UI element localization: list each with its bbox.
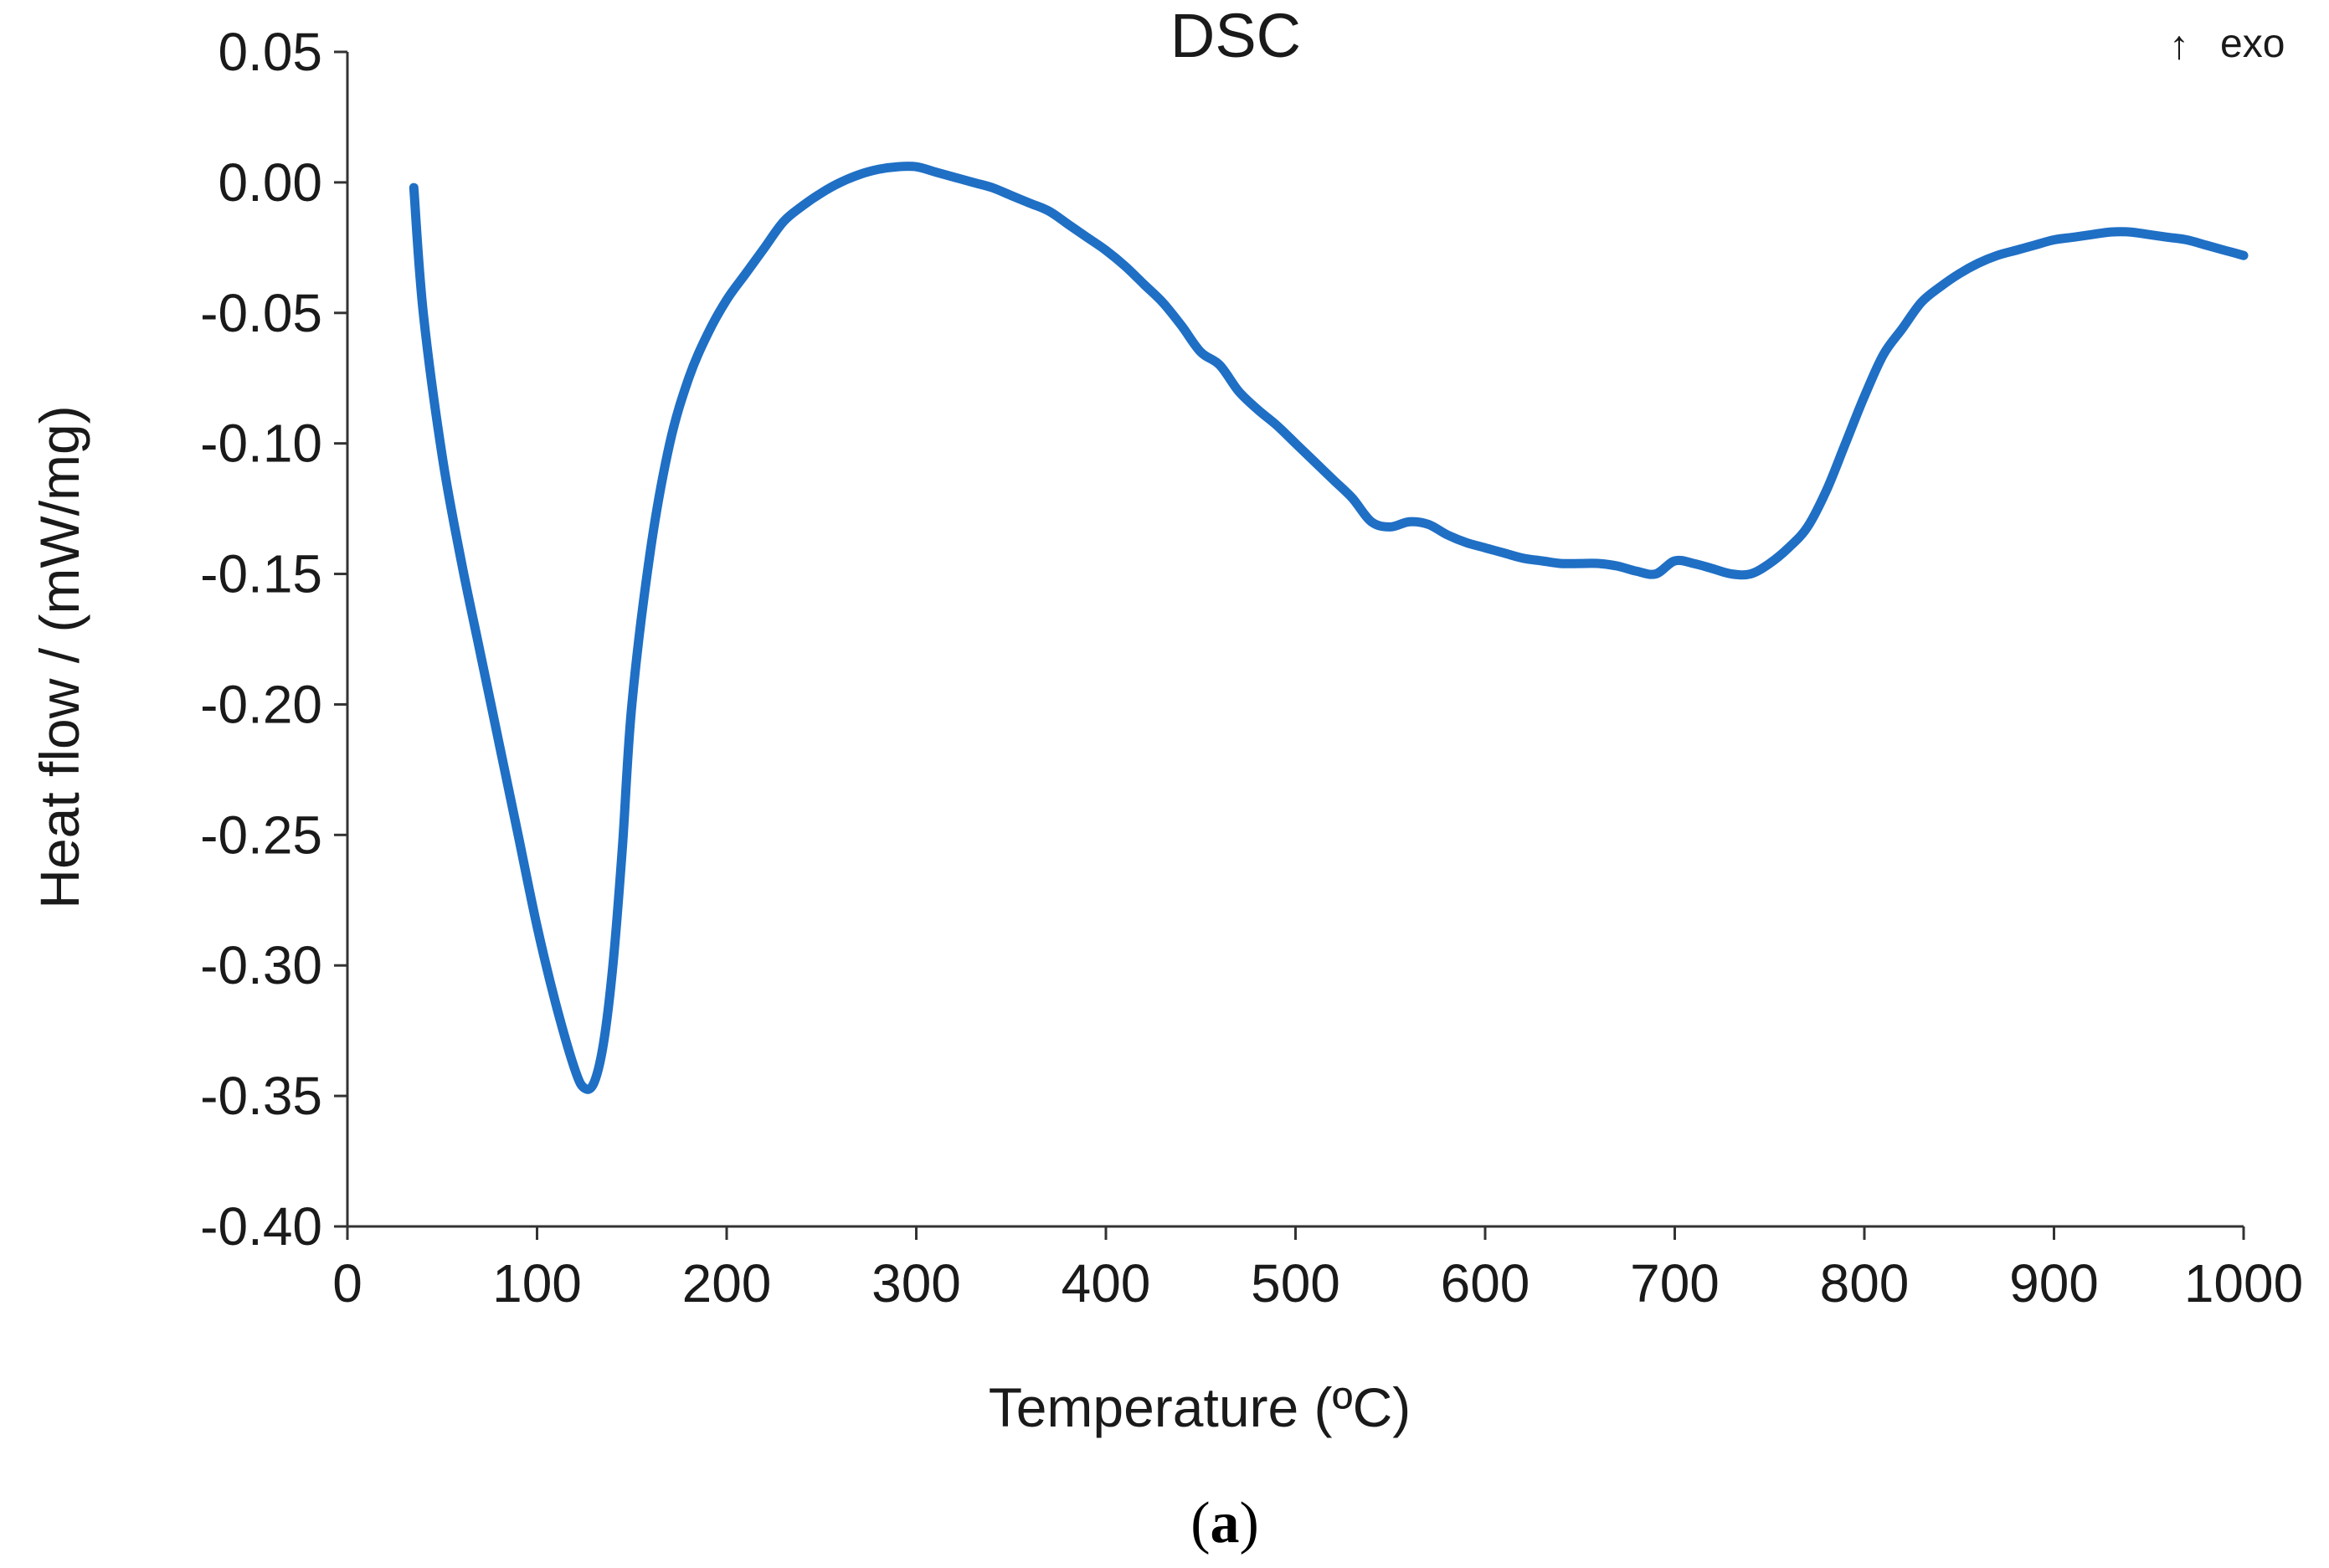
x-tick-label: 1000	[2184, 1253, 2303, 1314]
x-tick-label: 300	[871, 1253, 961, 1314]
x-tick-label: 100	[492, 1253, 582, 1314]
y-tick-label: -0.10	[200, 414, 322, 474]
x-tick-label: 600	[1441, 1253, 1530, 1314]
y-tick-label: -0.05	[200, 283, 322, 343]
x-tick-label: 200	[682, 1253, 772, 1314]
y-tick-label: -0.15	[200, 544, 322, 604]
y-tick-label: 0.05	[218, 22, 322, 82]
y-tick-label: 0.00	[218, 152, 322, 213]
x-tick-label: 800	[1820, 1253, 1910, 1314]
panel-label-close: )	[1240, 1491, 1259, 1555]
plot-area: 0.05 0.00 -0.05 -0.10 -0.15 -0.20 -0.25 -0.30 -0…	[200, 22, 2303, 1314]
panel-label: (a)	[1190, 1491, 1259, 1555]
x-tick-label: 0	[332, 1253, 362, 1314]
x-axis-title: Temperature (ºC)	[989, 1376, 1411, 1438]
x-tick-label: 900	[2009, 1253, 2099, 1314]
x-tick-label: 400	[1062, 1253, 1151, 1314]
chart-title: DSC	[1170, 1, 1301, 70]
y-tick-label: -0.30	[200, 935, 322, 995]
panel-label-open: (	[1190, 1491, 1210, 1555]
y-tick-label: -0.20	[200, 674, 322, 734]
y-tick-label: -0.25	[200, 805, 322, 865]
y-tick-label: -0.35	[200, 1066, 322, 1126]
y-axis-title: Heat flow / (mW/mg)	[28, 405, 90, 908]
series-line-dsc	[409, 162, 2249, 1094]
x-tick-label: 500	[1251, 1253, 1340, 1314]
y-tick-label: -0.40	[200, 1196, 322, 1257]
exo-annotation: ↑ exo	[2169, 22, 2285, 68]
exo-label: exo	[2220, 22, 2285, 66]
up-arrow-icon: ↑	[2169, 23, 2189, 68]
x-tick-label: 700	[1630, 1253, 1720, 1314]
panel-label-letter: a	[1211, 1491, 1240, 1555]
